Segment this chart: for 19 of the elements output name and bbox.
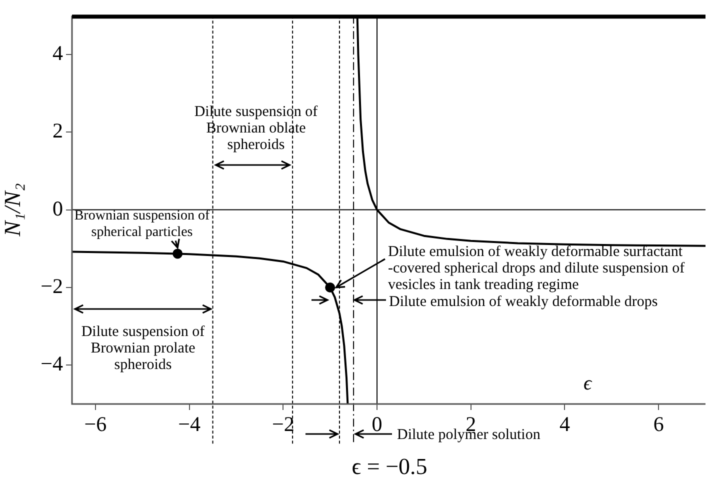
annotation: Dilute emulsion of weakly deformable surfactant -covered spherical drops and dilute suspension of vesicles in tank treading regime (388, 244, 685, 293)
y-tick-label: 2 (52, 118, 63, 143)
y-tick-label: 0 (52, 196, 63, 220)
annotation: Dilute suspension of Brownian oblate spheroids (194, 104, 318, 153)
annotation: Dilute suspension of Brownian prolate spheroids (81, 324, 205, 373)
y-tick-label: 4 (52, 40, 64, 65)
x-tick-label: 4 (559, 412, 570, 436)
x-tick-label: −6 (84, 412, 107, 436)
x-tick-label: 0 (372, 412, 382, 436)
legend-label: ϵ = −0.5 (352, 454, 428, 480)
y-axis-title: N₁/N₂ (0, 183, 25, 238)
x-axis-title: ϵ (583, 372, 592, 394)
x-tick-label: 6 (653, 412, 664, 436)
x-tick-label: −4 (178, 412, 201, 436)
y-tick-label: −4 (40, 352, 64, 376)
x-tick-label: −2 (272, 412, 294, 436)
annotation: Dilute emulsion of weakly deformable drops (389, 294, 658, 310)
annotation: Brownian suspension of spherical particles (74, 208, 210, 240)
y-tick-label: −2 (40, 274, 63, 298)
